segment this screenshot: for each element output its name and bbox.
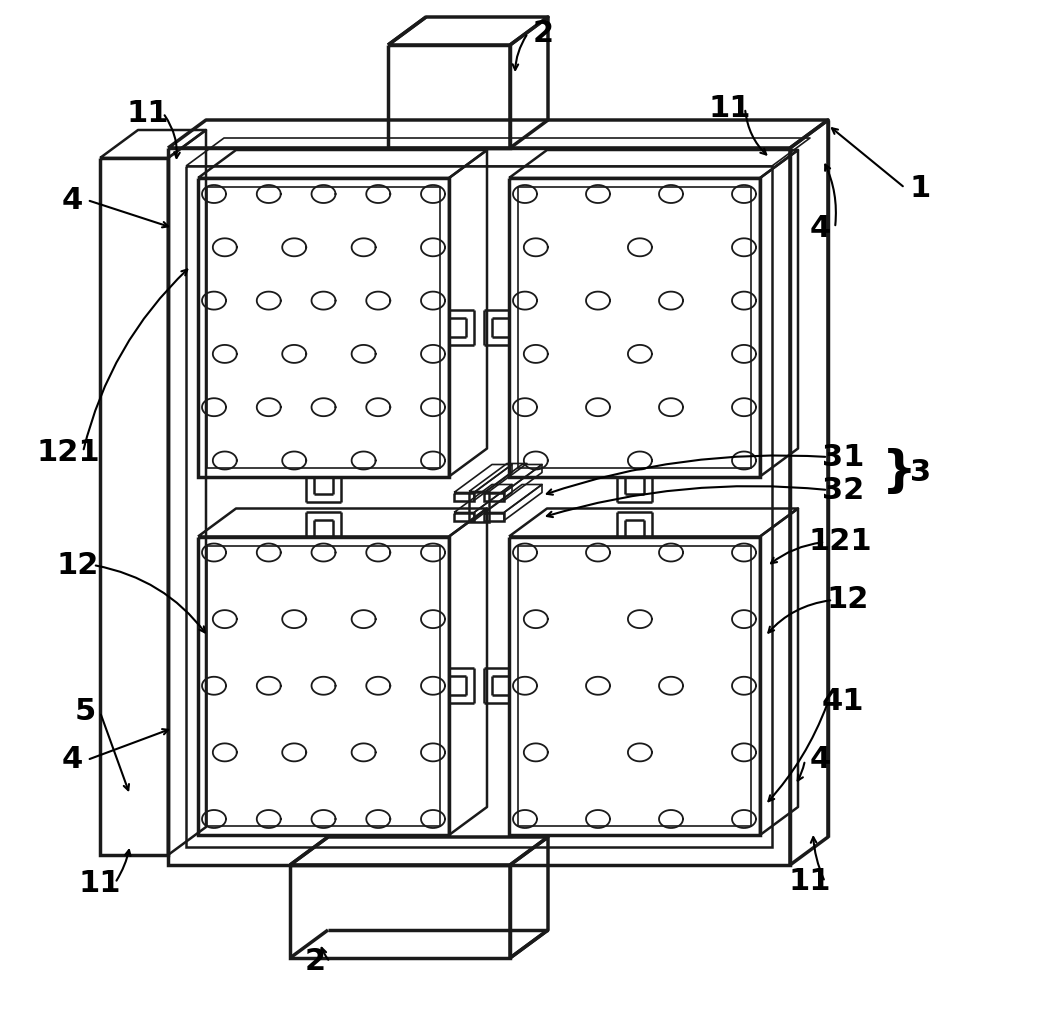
Text: 11: 11 [788, 868, 831, 896]
Text: }: } [882, 448, 916, 496]
Text: 11: 11 [708, 93, 751, 123]
Text: 4: 4 [809, 745, 830, 775]
Text: 31: 31 [822, 442, 864, 472]
Text: 4: 4 [809, 214, 830, 242]
Text: 4: 4 [61, 745, 83, 775]
Text: 32: 32 [822, 476, 864, 505]
Text: 11: 11 [79, 869, 121, 897]
Text: 41: 41 [822, 687, 864, 717]
Text: 2: 2 [533, 18, 554, 48]
Text: 4: 4 [61, 186, 83, 215]
Text: 11: 11 [127, 98, 169, 128]
Text: 12: 12 [827, 585, 869, 614]
Text: 3: 3 [910, 457, 931, 487]
Text: 5: 5 [75, 698, 96, 726]
Text: 1: 1 [909, 173, 930, 203]
Text: 121: 121 [808, 527, 872, 557]
Text: 2: 2 [305, 947, 326, 976]
Text: 121: 121 [36, 437, 100, 466]
Text: 12: 12 [57, 551, 99, 579]
